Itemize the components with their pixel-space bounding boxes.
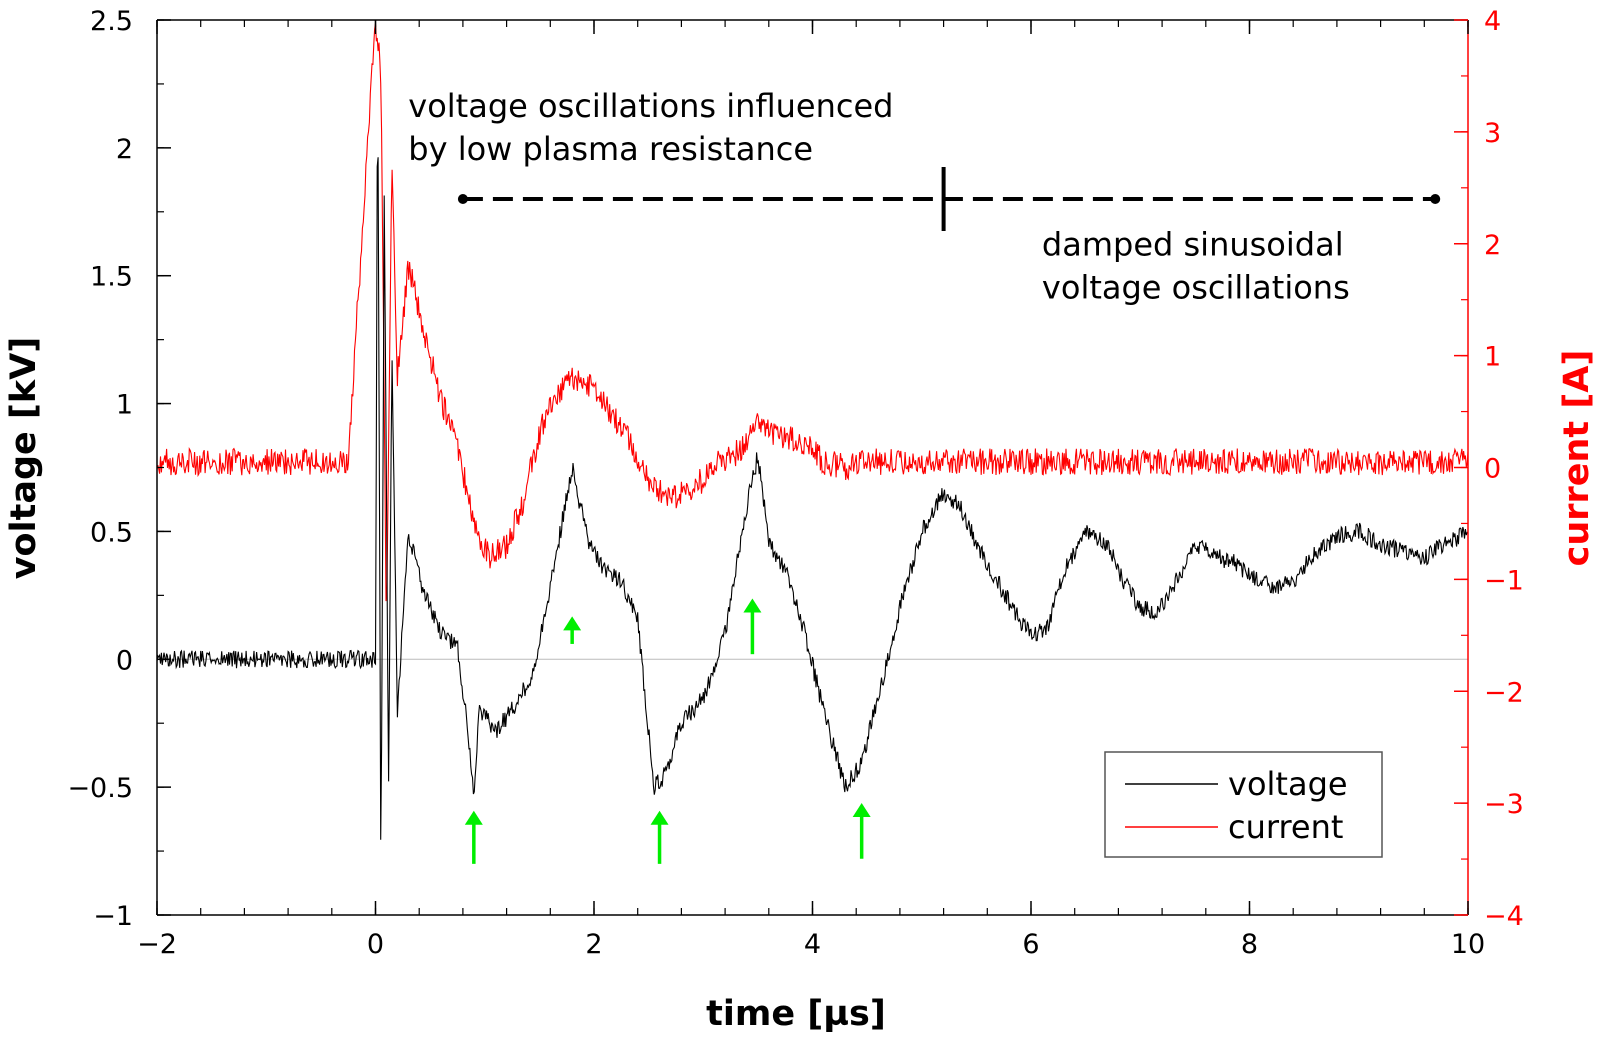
marker-arrow-2 — [650, 810, 669, 864]
series-voltage-line — [156, 157, 1469, 840]
y-axis-title: voltage [kV] — [4, 337, 44, 580]
y2-tick-label-0: −4 — [1484, 901, 1524, 932]
marker-arrow-3 — [743, 598, 762, 655]
x-tick-label-1: 0 — [367, 929, 384, 960]
legend-label-voltage: voltage — [1228, 765, 1348, 803]
arrow-head-2 — [650, 810, 669, 825]
arrow-head-4 — [852, 803, 871, 818]
legend-label-current: current — [1228, 808, 1343, 846]
annotation-0-line-1: by low plasma resistance — [408, 130, 813, 168]
y2-tick-label-5: 1 — [1484, 342, 1501, 373]
legend: voltage current — [1104, 751, 1383, 858]
y2-tick-label-4: 0 — [1484, 454, 1501, 485]
y-tick-label-7: 2.5 — [90, 6, 133, 37]
marker-arrow-4 — [852, 803, 871, 859]
y-tick-label-6: 2 — [116, 134, 133, 165]
marker-arrow-0 — [464, 810, 483, 864]
arrow-head-0 — [464, 810, 483, 825]
y-tick-label-5: 1.5 — [90, 262, 133, 293]
legend-box — [1104, 751, 1383, 858]
x-tick-label-4: 6 — [1022, 929, 1039, 960]
y2-axis-title: current [A] — [1557, 350, 1597, 567]
y2-tick-label-8: 4 — [1484, 6, 1501, 37]
x-tick-label-3: 4 — [804, 929, 821, 960]
y-tick-label-1: −0.5 — [67, 773, 133, 804]
annotation-1-line-0: damped sinusoidal — [1042, 225, 1344, 263]
x-axis-title: time [µs] — [706, 994, 886, 1034]
y-tick-label-2: 0 — [116, 645, 133, 676]
x-tick-label-2: 2 — [585, 929, 602, 960]
x-tick-label-5: 8 — [1241, 929, 1258, 960]
y2-tick-label-7: 3 — [1484, 118, 1501, 149]
y2-tick-label-1: −3 — [1484, 789, 1524, 820]
range-indicator-end — [1430, 194, 1441, 204]
arrow-head-1 — [563, 616, 582, 631]
marker-arrow-1 — [563, 616, 582, 644]
annotation-0-line-0: voltage oscillations influenced — [408, 87, 893, 125]
y2-tick-label-6: 2 — [1484, 230, 1501, 261]
annotation-layer: voltage oscillations influenced by low pl… — [408, 87, 1441, 864]
y-tick-label-4: 1 — [116, 390, 133, 421]
y2-tick-label-3: −1 — [1484, 565, 1524, 596]
y-tick-label-3: 0.5 — [90, 517, 133, 548]
x-tick-label-6: 10 — [1451, 929, 1485, 960]
y2-tick-label-2: −2 — [1484, 677, 1524, 708]
arrow-head-3 — [743, 598, 762, 613]
x-tick-label-0: −2 — [137, 929, 177, 960]
range-indicator-start — [457, 194, 468, 204]
annotation-1-line-1: voltage oscillations — [1042, 268, 1350, 306]
y-tick-label-0: −1 — [93, 901, 133, 932]
